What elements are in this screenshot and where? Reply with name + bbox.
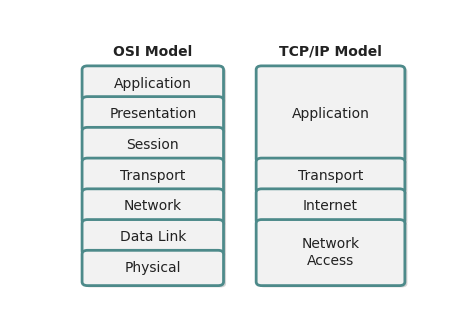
FancyBboxPatch shape bbox=[82, 250, 224, 286]
Text: Physical: Physical bbox=[124, 261, 181, 275]
Text: Application: Application bbox=[292, 107, 369, 121]
FancyBboxPatch shape bbox=[259, 191, 408, 226]
FancyBboxPatch shape bbox=[259, 221, 408, 287]
FancyBboxPatch shape bbox=[85, 160, 226, 195]
FancyBboxPatch shape bbox=[82, 97, 224, 132]
FancyBboxPatch shape bbox=[256, 66, 405, 163]
FancyBboxPatch shape bbox=[85, 68, 226, 103]
Text: Transport: Transport bbox=[298, 169, 363, 183]
Text: Transport: Transport bbox=[120, 169, 185, 183]
FancyBboxPatch shape bbox=[82, 66, 224, 101]
FancyBboxPatch shape bbox=[256, 158, 405, 194]
Text: Application: Application bbox=[114, 76, 192, 91]
FancyBboxPatch shape bbox=[82, 189, 224, 224]
FancyBboxPatch shape bbox=[82, 127, 224, 163]
Text: Network: Network bbox=[124, 199, 182, 214]
Text: Session: Session bbox=[126, 138, 179, 152]
Text: TCP/IP Model: TCP/IP Model bbox=[279, 45, 382, 59]
Text: Network
Access: Network Access bbox=[301, 237, 359, 268]
FancyBboxPatch shape bbox=[85, 252, 226, 287]
Text: OSI Model: OSI Model bbox=[113, 45, 192, 59]
FancyBboxPatch shape bbox=[85, 191, 226, 226]
FancyBboxPatch shape bbox=[85, 221, 226, 256]
Text: Internet: Internet bbox=[303, 199, 358, 214]
FancyBboxPatch shape bbox=[82, 158, 224, 194]
FancyBboxPatch shape bbox=[85, 129, 226, 164]
FancyBboxPatch shape bbox=[82, 219, 224, 255]
FancyBboxPatch shape bbox=[256, 189, 405, 224]
Text: Data Link: Data Link bbox=[120, 230, 186, 244]
FancyBboxPatch shape bbox=[259, 68, 408, 164]
FancyBboxPatch shape bbox=[85, 98, 226, 134]
FancyBboxPatch shape bbox=[256, 219, 405, 286]
FancyBboxPatch shape bbox=[259, 160, 408, 195]
Text: Presentation: Presentation bbox=[109, 107, 197, 121]
